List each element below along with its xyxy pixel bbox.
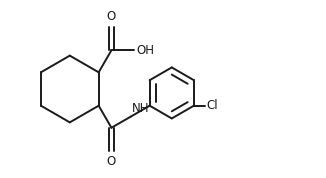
- Text: OH: OH: [136, 44, 154, 57]
- Text: Cl: Cl: [206, 99, 218, 112]
- Text: NH: NH: [131, 101, 149, 114]
- Text: O: O: [107, 155, 116, 168]
- Text: O: O: [107, 10, 116, 23]
